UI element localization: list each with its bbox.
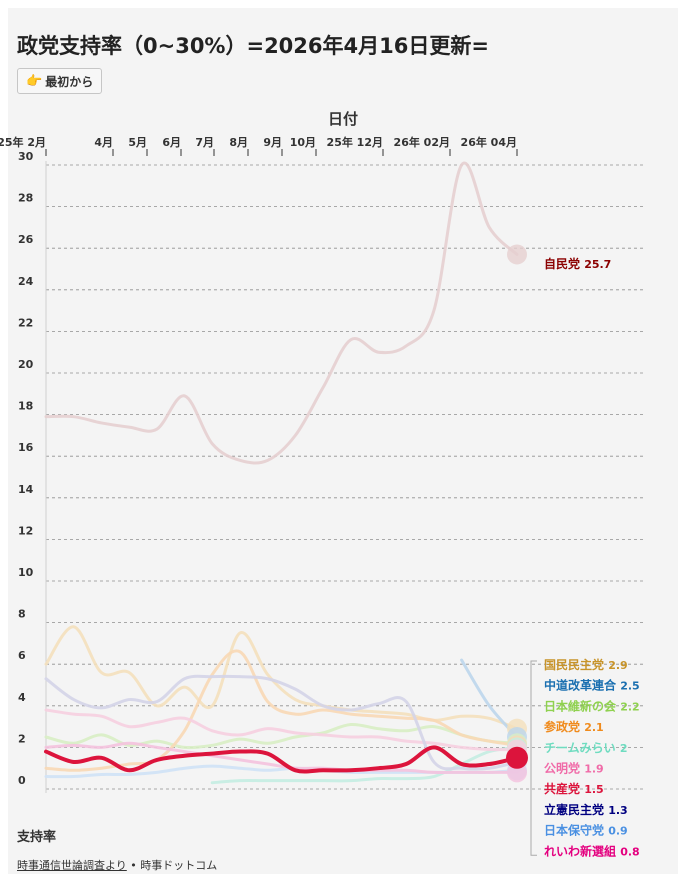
x-tick-label: 25年 12月: [327, 135, 383, 149]
y-tick-label: 20: [18, 358, 34, 371]
y-tick-label: 10: [18, 566, 34, 579]
legend-value: 2.1: [584, 721, 604, 734]
legend-item[interactable]: 中道改革連合 2.5: [544, 678, 640, 693]
y-tick-label: 6: [18, 649, 26, 662]
legend-item[interactable]: 日本維新の会 2.2: [544, 698, 640, 713]
x-tick-label: 25年 2月: [0, 135, 46, 149]
series-end-point[interactable]: [506, 746, 528, 769]
legend: 自民党 25.7 国民民主党 2.9 中道改革連合 2.5 日本維新の会 2.2 参政党…: [530, 256, 640, 858]
x-axis-ticks: 25年 2月 4月 5月 6月 7月 8月 9月 10月 25年 12月 26年 02月 26年 0…: [0, 135, 518, 156]
y-tick-label: 14: [18, 483, 34, 496]
grid-lines: [45, 161, 643, 793]
x-tick-label: 26年 04月: [461, 135, 517, 149]
legend-label: 公明党 1.9: [544, 761, 604, 776]
legend-bracket: [530, 660, 537, 856]
y-tick-label: 16: [18, 441, 34, 454]
x-tick-label: 5月: [128, 136, 147, 149]
series-line[interactable]: [44, 674, 519, 771]
x-tick-label: 9月: [263, 136, 282, 149]
legend-label: 中道改革連合 2.5: [544, 678, 640, 693]
x-axis-title: 日付: [327, 110, 358, 128]
y-tick-label: 26: [18, 233, 34, 246]
y-axis-title: 支持率: [17, 830, 57, 845]
legend-value: 0.9: [608, 825, 628, 838]
source-credit: 時事通信世論調査より • 時事ドットコム: [17, 857, 217, 873]
y-tick-label: 18: [18, 400, 33, 413]
y-tick-label: 2: [18, 732, 26, 745]
pointing-hand-icon: 👉: [26, 73, 43, 89]
series-line[interactable]: [44, 741, 519, 775]
legend-label: 日本保守党 0.9: [544, 823, 628, 838]
legend-label: 立憲民主党 1.3: [544, 802, 628, 817]
page-title: 政党支持率（0~30%）=2026年4月16日更新=: [17, 34, 489, 58]
x-tick-label: 10月: [290, 136, 316, 149]
legend-value: 1.3: [608, 804, 628, 817]
legend-value: 2.2: [620, 700, 640, 713]
legend-item[interactable]: 参政党 2.1: [544, 719, 604, 734]
chart-panel: [8, 8, 678, 874]
legend-item[interactable]: 自民党 25.7: [544, 256, 611, 271]
series-line[interactable]: [44, 708, 519, 752]
legend-value: 2.9: [608, 659, 628, 672]
legend-value: 2.5: [620, 680, 640, 693]
x-tick-label: 7月: [195, 136, 214, 149]
series-end-point[interactable]: [507, 244, 527, 265]
legend-value: 1.5: [584, 783, 604, 796]
legend-item[interactable]: 国民民主党 2.9: [544, 657, 628, 672]
legend-value: 2: [620, 742, 628, 755]
y-tick-label: 4: [18, 691, 26, 704]
legend-label: 共産党 1.5: [544, 781, 604, 796]
series-line[interactable]: [44, 745, 519, 774]
x-tick-label: 6月: [162, 136, 181, 149]
series-lines: [44, 161, 519, 785]
legend-label: 国民民主党 2.9: [544, 657, 628, 672]
x-tick-label: 26年 02月: [394, 135, 450, 149]
legend-value: 1.9: [584, 763, 604, 776]
reset-zoom-button[interactable]: 👉 最初から: [17, 68, 103, 94]
legend-item[interactable]: れいわ新選組 0.8: [544, 843, 640, 858]
y-tick-label: 30: [18, 150, 34, 163]
legend-label: れいわ新選組 0.8: [544, 843, 640, 858]
legend-item[interactable]: 公明党 1.9: [544, 761, 604, 776]
reset-zoom-label: 最初から: [45, 74, 94, 89]
legend-item[interactable]: チームみらい 2: [544, 741, 627, 755]
publisher-name: 時事ドットコム: [140, 859, 218, 872]
source-link[interactable]: 時事通信世論調査より: [17, 859, 127, 872]
series-markers: [506, 244, 528, 783]
legend-item[interactable]: 共産党 1.5: [544, 781, 604, 796]
x-tick-label: 8月: [229, 136, 248, 149]
legend-label: チームみらい 2: [544, 741, 627, 755]
y-tick-label: 8: [18, 608, 26, 621]
legend-item[interactable]: 立憲民主党 1.3: [544, 802, 628, 817]
y-tick-label: 0: [18, 774, 26, 787]
source-separator: •: [130, 859, 137, 872]
legend-value: 0.8: [620, 845, 640, 858]
series-line[interactable]: [44, 625, 519, 731]
x-tick-label: 4月: [94, 136, 113, 149]
y-tick-label: 24: [18, 275, 34, 288]
legend-label: 自民党 25.7: [544, 256, 611, 271]
y-tick-label: 22: [18, 316, 33, 329]
legend-value: 25.7: [584, 258, 611, 271]
legend-label: 参政党 2.1: [544, 719, 604, 734]
series-line[interactable]: [44, 161, 519, 465]
series-line[interactable]: [44, 649, 519, 772]
legend-item[interactable]: 日本保守党 0.9: [544, 823, 628, 838]
y-tick-label: 12: [18, 524, 33, 537]
legend-label: 日本維新の会 2.2: [544, 698, 640, 713]
y-tick-label: 28: [18, 192, 33, 205]
